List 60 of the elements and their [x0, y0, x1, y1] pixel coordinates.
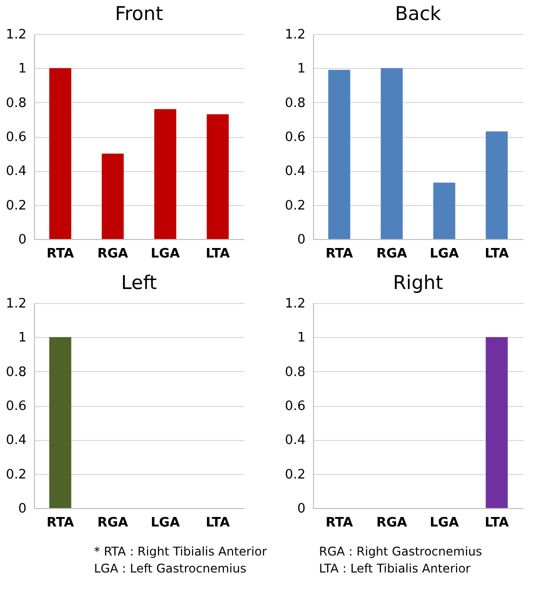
x-tick-label: RGA — [376, 246, 408, 262]
y-tick-label: 0 — [297, 232, 306, 248]
y-tick-label: 0.4 — [6, 164, 26, 180]
x-tick-label: LTA — [206, 516, 230, 530]
bar — [328, 70, 350, 239]
x-tick-label: RGA — [376, 516, 408, 530]
y-tick-label: 1.2 — [6, 28, 26, 42]
y-tick-label: 0.4 — [284, 164, 306, 180]
x-tick-label: RTA — [46, 516, 74, 530]
y-tick-label: 0.6 — [6, 399, 26, 414]
y-tick-label: 0 — [18, 232, 26, 248]
y-tick-label: 0.4 — [284, 433, 306, 448]
y-tick-label: 0.2 — [6, 467, 26, 482]
y-tick-label: 0.8 — [284, 96, 306, 111]
y-tick-label: 1.2 — [284, 296, 306, 312]
x-tick-label: LGA — [150, 246, 180, 262]
y-tick-label: 1 — [297, 330, 306, 346]
x-tick-label: LTA — [484, 246, 509, 262]
chart-title: Left — [121, 272, 157, 294]
bar — [102, 154, 124, 239]
bar — [433, 182, 456, 239]
x-tick-label: RGA — [97, 516, 128, 530]
x-tick-label: RGA — [97, 246, 128, 262]
y-tick-label: 0.8 — [6, 96, 26, 111]
x-tick-label: LGA — [430, 516, 459, 530]
y-tick-label: 0.2 — [284, 198, 306, 214]
y-tick-label: 1 — [297, 62, 306, 77]
x-tick-label: LGA — [150, 516, 180, 530]
x-tick-label: LTA — [206, 246, 230, 262]
bar — [154, 109, 176, 239]
text: * RTA : Right Tibialis Anterior — [94, 544, 267, 558]
x-tick-label: LTA — [484, 516, 509, 530]
bar — [206, 114, 229, 239]
chart-title: Right — [392, 272, 444, 294]
y-tick-label: 0.2 — [284, 467, 306, 482]
x-tick-label: RTA — [46, 246, 74, 262]
y-tick-label: 0 — [18, 502, 26, 516]
y-tick-label: 1 — [18, 330, 26, 346]
y-tick-label: 0.6 — [284, 130, 306, 145]
text: LTA : Left Tibialis Anterior — [319, 562, 471, 576]
bar — [49, 68, 72, 239]
x-tick-label: RTA — [326, 516, 353, 530]
y-tick-label: 0.6 — [6, 130, 26, 145]
bar — [486, 131, 508, 239]
y-tick-label: 1.2 — [6, 296, 26, 312]
y-tick-label: 0.8 — [284, 364, 306, 380]
y-tick-label: 0.8 — [6, 364, 26, 380]
bar — [380, 68, 403, 239]
x-tick-label: RTA — [326, 246, 353, 262]
text: RGA : Right Gastrocnemius — [319, 544, 482, 558]
y-tick-label: 0.2 — [6, 198, 26, 214]
chart-title: Front — [114, 3, 164, 25]
y-tick-label: 1 — [18, 62, 26, 77]
y-tick-label: 0 — [297, 502, 306, 516]
y-tick-label: 0.6 — [284, 399, 306, 414]
x-tick-label: LGA — [430, 246, 459, 262]
y-tick-label: 1.2 — [284, 28, 306, 42]
chart-title: Back — [394, 3, 442, 25]
y-tick-label: 0.4 — [6, 433, 26, 448]
text: LGA : Left Gastrocnemius — [94, 562, 246, 576]
